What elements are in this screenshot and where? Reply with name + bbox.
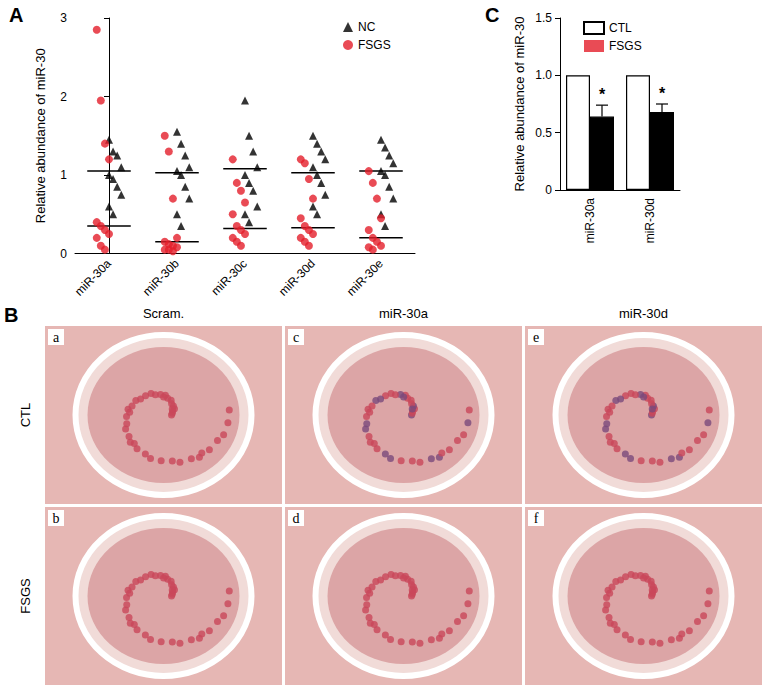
svg-text:miR-30a: miR-30a bbox=[72, 256, 114, 298]
svg-text:C: C bbox=[485, 4, 499, 26]
svg-text:CTL: CTL bbox=[609, 21, 632, 35]
svg-text:1.5: 1.5 bbox=[535, 11, 552, 25]
svg-text:NC: NC bbox=[358, 20, 376, 34]
svg-text:*: * bbox=[599, 86, 606, 103]
svg-text:miR-30d: miR-30d bbox=[276, 257, 318, 299]
svg-text:FSGS: FSGS bbox=[358, 38, 391, 52]
svg-text:A: A bbox=[9, 4, 23, 26]
svg-text:CTL: CTL bbox=[18, 403, 33, 428]
svg-text:c: c bbox=[293, 330, 299, 345]
svg-text:b: b bbox=[53, 511, 60, 526]
svg-text:2: 2 bbox=[60, 90, 67, 104]
svg-text:3: 3 bbox=[60, 11, 67, 25]
svg-text:Relative abundance of miR-30: Relative abundance of miR-30 bbox=[512, 17, 527, 192]
svg-text:*: * bbox=[659, 85, 666, 102]
svg-text:1: 1 bbox=[60, 168, 67, 182]
svg-text:0: 0 bbox=[60, 247, 67, 261]
svg-text:1.0: 1.0 bbox=[535, 68, 552, 82]
svg-text:miR-30b: miR-30b bbox=[140, 256, 182, 298]
svg-text:miR-30d: miR-30d bbox=[619, 306, 668, 321]
svg-text:FSGS: FSGS bbox=[609, 39, 642, 53]
svg-text:miR-30e: miR-30e bbox=[344, 256, 386, 298]
svg-text:miR-30a: miR-30a bbox=[583, 198, 597, 244]
svg-text:d: d bbox=[293, 511, 300, 526]
svg-text:miR-30d: miR-30d bbox=[643, 198, 657, 243]
svg-text:Relative abundance of miR-30: Relative abundance of miR-30 bbox=[33, 48, 48, 223]
svg-text:0.5: 0.5 bbox=[535, 126, 552, 140]
svg-text:e: e bbox=[533, 330, 539, 345]
svg-text:f: f bbox=[534, 511, 539, 526]
svg-text:0: 0 bbox=[545, 183, 552, 197]
svg-text:Scram.: Scram. bbox=[143, 306, 184, 321]
svg-text:a: a bbox=[53, 330, 60, 345]
svg-text:B: B bbox=[4, 304, 18, 326]
svg-text:FSGS: FSGS bbox=[18, 578, 33, 614]
svg-text:miR-30a: miR-30a bbox=[379, 306, 429, 321]
svg-text:miR-30c: miR-30c bbox=[208, 257, 249, 298]
